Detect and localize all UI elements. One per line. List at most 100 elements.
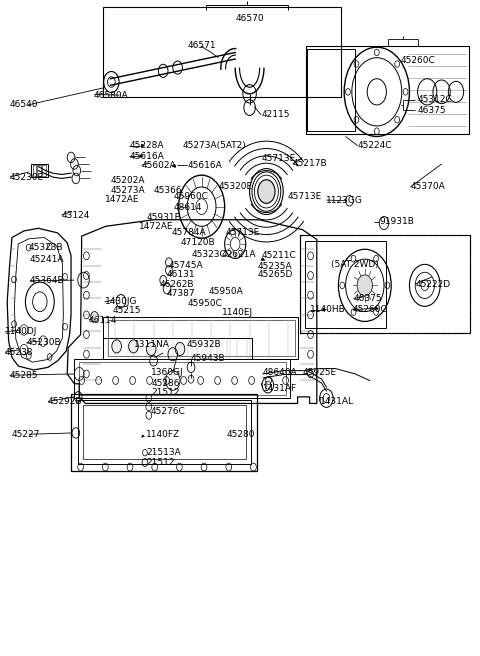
Text: 45925E: 45925E: [302, 368, 336, 377]
Text: 46571: 46571: [187, 41, 216, 51]
Text: 46540: 46540: [10, 100, 38, 110]
Text: 45230E: 45230E: [10, 173, 44, 182]
Circle shape: [129, 340, 138, 353]
Text: 45285: 45285: [10, 371, 38, 380]
Text: 1140DJ: 1140DJ: [5, 327, 37, 337]
Text: 45312C: 45312C: [418, 95, 452, 104]
Circle shape: [146, 342, 156, 356]
Text: 45260C: 45260C: [353, 305, 387, 314]
Circle shape: [112, 340, 121, 353]
Text: 91931B: 91931B: [379, 217, 414, 226]
Text: 1472AE: 1472AE: [139, 222, 174, 232]
Text: 45273A: 45273A: [110, 186, 145, 195]
Text: 45235A: 45235A: [258, 262, 292, 271]
Text: 48614: 48614: [174, 203, 202, 213]
Bar: [31, 164, 48, 177]
Bar: [33, 165, 36, 176]
Text: 45950A: 45950A: [209, 287, 243, 296]
Text: 45241A: 45241A: [30, 255, 64, 264]
Bar: [300, 235, 470, 333]
Text: 46580A: 46580A: [94, 91, 128, 100]
Text: 45211C: 45211C: [262, 251, 296, 260]
Text: 45602A: 45602A: [142, 161, 176, 170]
Text: 1430JG: 1430JG: [105, 297, 137, 306]
Text: 42115: 42115: [262, 110, 290, 119]
Text: 45224C: 45224C: [358, 141, 392, 150]
Text: 1123GG: 1123GG: [326, 195, 363, 205]
Text: 45943B: 45943B: [191, 354, 226, 363]
Text: 45960C: 45960C: [174, 192, 209, 201]
Text: 1140HB: 1140HB: [310, 305, 345, 314]
Text: 42621A: 42621A: [222, 250, 256, 259]
Bar: [42, 165, 46, 176]
Text: 45616A: 45616A: [130, 152, 164, 161]
Bar: [103, 338, 252, 359]
Text: 45950C: 45950C: [187, 298, 222, 308]
Bar: [78, 400, 251, 464]
Text: 45292B: 45292B: [48, 397, 83, 406]
Text: 45784A: 45784A: [172, 228, 206, 237]
Bar: [74, 359, 290, 398]
Text: 46375: 46375: [418, 106, 446, 115]
Text: 45713E: 45713E: [262, 154, 296, 163]
Text: 46114: 46114: [89, 316, 117, 325]
Text: 21512: 21512: [146, 458, 175, 467]
Text: 45202A: 45202A: [110, 176, 145, 185]
Text: 45931E: 45931E: [147, 213, 181, 222]
Text: 45713E: 45713E: [288, 192, 322, 201]
Text: 1431AF: 1431AF: [263, 384, 297, 393]
Text: 1140FZ: 1140FZ: [146, 430, 180, 439]
Circle shape: [258, 180, 275, 203]
Text: 48640A: 48640A: [263, 368, 298, 377]
Bar: [307, 49, 355, 131]
Circle shape: [357, 275, 372, 296]
Bar: [103, 317, 298, 359]
Text: 46262B: 46262B: [160, 279, 194, 289]
Bar: [83, 405, 246, 459]
Text: 45323C: 45323C: [192, 250, 227, 259]
Bar: [305, 241, 386, 328]
Bar: [71, 394, 257, 471]
Text: 45273A(5AT2): 45273A(5AT2): [182, 141, 246, 150]
Text: 45238: 45238: [5, 348, 33, 357]
Circle shape: [175, 342, 185, 356]
Text: 1472AE: 1472AE: [105, 195, 139, 204]
Text: 21513A: 21513A: [146, 448, 181, 457]
Text: 21512: 21512: [151, 388, 180, 397]
Text: 46570: 46570: [235, 14, 264, 23]
Bar: [103, 7, 341, 97]
Text: 45366: 45366: [154, 186, 182, 195]
Text: 45932B: 45932B: [186, 340, 221, 349]
Text: 45217B: 45217B: [293, 159, 327, 169]
Text: 45323B: 45323B: [29, 243, 63, 253]
Text: 45227: 45227: [12, 430, 40, 439]
Text: 45260C: 45260C: [400, 56, 435, 65]
Bar: [37, 165, 41, 176]
Text: 45265D: 45265D: [258, 270, 293, 279]
Text: 46375: 46375: [353, 294, 382, 303]
Text: 1311NA: 1311NA: [134, 340, 170, 349]
Text: 46131: 46131: [167, 270, 196, 279]
Text: 45713E: 45713E: [226, 228, 260, 237]
Text: 45370A: 45370A: [410, 182, 445, 192]
Text: 45222D: 45222D: [415, 279, 450, 289]
Text: 45616A: 45616A: [187, 161, 222, 170]
Bar: [306, 46, 469, 134]
Text: 43124: 43124: [61, 211, 90, 220]
Text: 45228A: 45228A: [130, 141, 164, 150]
Text: 45364B: 45364B: [30, 276, 64, 285]
Text: 45280: 45280: [227, 430, 255, 439]
Text: 1140EJ: 1140EJ: [222, 308, 253, 317]
Text: 45276C: 45276C: [150, 407, 185, 417]
Text: 47387: 47387: [167, 289, 196, 298]
Text: 47120B: 47120B: [180, 238, 215, 247]
Text: (5AT 2WD): (5AT 2WD): [331, 260, 379, 269]
Bar: [108, 320, 295, 356]
Text: 45215: 45215: [113, 306, 141, 316]
Bar: [300, 235, 470, 333]
Text: 1360GJ: 1360GJ: [151, 368, 184, 377]
Text: 45286: 45286: [151, 379, 180, 388]
Text: 1431AL: 1431AL: [320, 397, 354, 406]
Text: 45745A: 45745A: [169, 260, 204, 270]
Text: 45320E: 45320E: [218, 182, 252, 192]
